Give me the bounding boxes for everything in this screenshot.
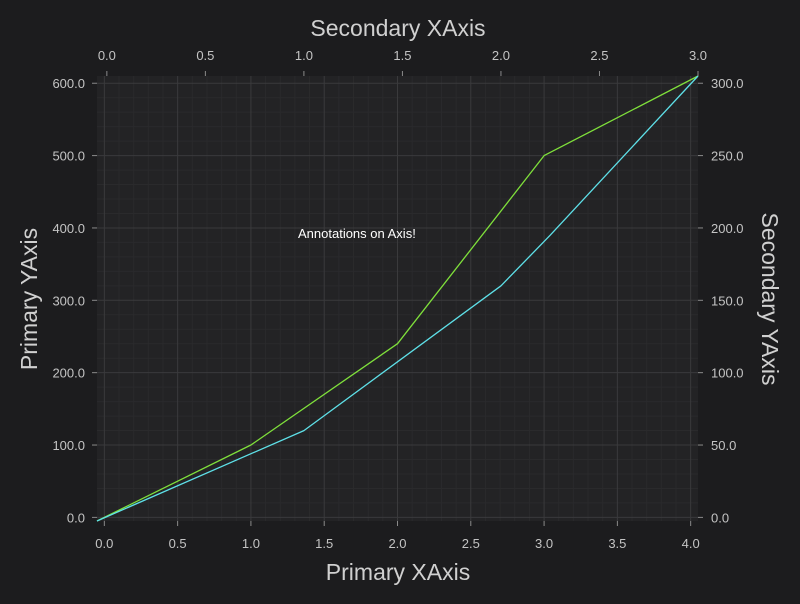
primary-x-tick-label: 0.5 (169, 536, 187, 551)
primary-x-tick-label: 1.0 (242, 536, 260, 551)
primary-y-tick-label: 400.0 (52, 221, 85, 236)
secondary-y-tick-label: 300.0 (711, 76, 744, 91)
primary-y-tick-label: 300.0 (52, 293, 85, 308)
secondary-x-axis-title: Secondary XAxis (310, 15, 485, 41)
secondary-x-tick-label: 0.0 (98, 48, 116, 63)
secondary-y-tick-label: 150.0 (711, 293, 744, 308)
primary-x-tick-label: 3.0 (535, 536, 553, 551)
secondary-x-tick-label: 1.5 (393, 48, 411, 63)
primary-y-axis-title: Primary YAxis (16, 228, 42, 370)
primary-y-tick-label: 600.0 (52, 76, 85, 91)
secondary-y-tick-label: 250.0 (711, 149, 744, 164)
primary-x-tick-label: 2.5 (462, 536, 480, 551)
series-line-1 (96, 75, 699, 522)
grid (97, 76, 698, 521)
primary-x-axis-title: Primary XAxis (326, 559, 470, 585)
secondary-x-tick-label: 2.0 (492, 48, 510, 63)
secondary-y-tick-label: 0.0 (711, 510, 729, 525)
primary-y-tick-label: 100.0 (52, 438, 85, 453)
secondary-y-tick-label: 50.0 (711, 438, 736, 453)
primary-x-tick-label: 1.5 (315, 536, 333, 551)
annotation-label: Annotations on Axis! (298, 226, 416, 241)
secondary-x-tick-label: 3.0 (689, 48, 707, 63)
primary-x-tick-label: 4.0 (682, 536, 700, 551)
secondary-y-axis-title: Secondary YAxis (757, 212, 783, 385)
series-layer (96, 75, 699, 522)
primary-y-tick-label: 200.0 (52, 366, 85, 381)
primary-y-tick-label: 0.0 (67, 510, 85, 525)
secondary-x-tick-label: 1.0 (295, 48, 313, 63)
tick-labels: 0.0 0.5 1.0 1.5 2.0 2.5 3.0 3.5 4.0 0.0 0.5 1.0 1.5 2… (52, 48, 743, 551)
secondary-y-tick-label: 100.0 (711, 366, 744, 381)
secondary-y-tick-label: 200.0 (711, 221, 744, 236)
primary-x-tick-label: 0.0 (95, 536, 113, 551)
primary-x-tick-label: 3.5 (608, 536, 626, 551)
series-line-2 (96, 75, 699, 522)
primary-y-tick-label: 500.0 (52, 149, 85, 164)
secondary-x-tick-label: 2.5 (590, 48, 608, 63)
primary-x-tick-label: 2.0 (388, 536, 406, 551)
secondary-x-tick-label: 0.5 (196, 48, 214, 63)
